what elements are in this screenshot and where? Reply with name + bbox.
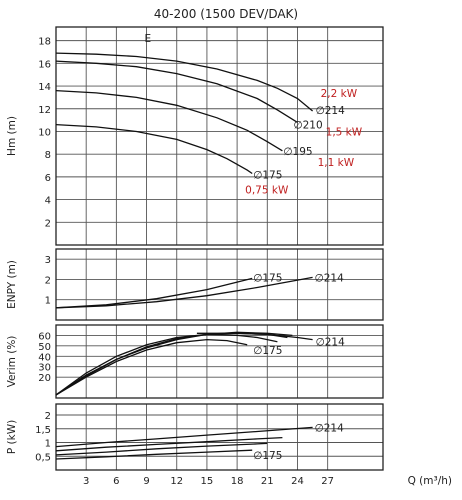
power-label: 2,2 kW — [321, 88, 358, 100]
series-line — [55, 333, 278, 396]
panel-frame — [55, 403, 384, 471]
panel-power: 0,5 1 1,5 2 P (kW) ∅214 ∅175 3 6 9 12 15 18 21 24 27 — [6, 403, 384, 487]
x-axis-label: Q (m³/h) — [408, 475, 452, 487]
y-tick-label: 30 — [38, 363, 51, 374]
series-line — [55, 277, 253, 309]
x-tick-label: 18 — [231, 476, 244, 487]
series-line — [55, 276, 313, 309]
panel-frame — [55, 248, 384, 321]
diameter-label: ∅214 — [316, 337, 346, 349]
series-line — [55, 436, 283, 452]
diameter-label: ∅175 — [253, 450, 282, 462]
diameter-label: ∅214 — [315, 422, 345, 434]
panel-npsh: 1 2 3 ENPY (m) ∅175 ∅214 — [6, 248, 384, 321]
diameter-label: ∅195 — [283, 146, 312, 158]
power-label: 1,5 kW — [326, 126, 363, 138]
y-tick-label: 2 — [45, 275, 51, 286]
x-tick-label: 9 — [143, 476, 149, 487]
y-axis-label: Hm (m) — [6, 116, 18, 156]
y-tick-label: 60 — [38, 331, 51, 342]
diameter-label: ∅175 — [253, 345, 282, 357]
series-line — [55, 89, 283, 152]
power-label: 1,1 kW — [318, 157, 355, 169]
power-label: 0,75 kW — [245, 184, 289, 196]
y-axis-label: Verim (%) — [6, 336, 18, 388]
x-tick-label: 21 — [261, 476, 274, 487]
y-tick-label: 0,5 — [35, 452, 51, 463]
chart-title: 40-200 (1500 DEV/DAK) — [154, 7, 298, 21]
y-tick-label: 1,5 — [35, 425, 51, 436]
y-tick-label: 50 — [38, 342, 51, 353]
series-line — [196, 332, 313, 341]
y-tick-label: 2 — [45, 218, 51, 229]
y-tick-label: 1 — [45, 296, 51, 307]
panel-frame — [55, 26, 384, 246]
series-line — [55, 442, 268, 456]
y-tick-label: 3 — [45, 255, 51, 266]
y-tick-label: 18 — [38, 37, 51, 48]
series-line — [55, 426, 313, 448]
y-axis-label: ENPY (m) — [6, 260, 18, 309]
series-line — [55, 52, 314, 112]
y-tick-label: 8 — [45, 150, 51, 161]
series-line — [55, 449, 253, 460]
y-tick-label: 16 — [38, 59, 51, 70]
x-tick-label: 27 — [321, 476, 334, 487]
y-tick-label: 10 — [38, 127, 51, 138]
series-line — [55, 123, 253, 175]
y-tick-label: 14 — [38, 82, 51, 93]
corner-label: E — [145, 33, 152, 45]
y-tick-label: 20 — [38, 373, 51, 384]
y-tick-label: 4 — [45, 196, 51, 207]
x-tick-label: 15 — [201, 476, 214, 487]
panel-head: 2 4 6 8 10 12 14 16 18 Hm (m) E 2,2 kW ∅214 ∅210 1,5 k… — [6, 26, 384, 246]
y-tick-label: 6 — [45, 173, 51, 184]
diameter-label: ∅214 — [316, 105, 346, 117]
diameter-label: ∅210 — [293, 120, 322, 132]
series-line — [55, 338, 248, 396]
diameter-label: ∅214 — [315, 272, 345, 284]
y-axis-label: P (kW) — [6, 420, 18, 454]
y-tick-label: 40 — [38, 352, 51, 363]
diameter-label: ∅175 — [253, 272, 282, 284]
series-line — [55, 331, 293, 396]
y-tick-label: 2 — [45, 411, 51, 422]
diameter-label: ∅175 — [253, 170, 282, 182]
series-line — [55, 332, 288, 396]
y-tick-label: 12 — [38, 105, 51, 116]
y-tick-label: 1 — [45, 439, 51, 450]
x-tick-label: 12 — [170, 476, 183, 487]
panel-frame — [55, 324, 384, 399]
x-tick-label: 3 — [83, 476, 89, 487]
x-tick-label: 24 — [291, 476, 304, 487]
x-tick-label: 6 — [113, 476, 119, 487]
series-line — [55, 60, 298, 123]
